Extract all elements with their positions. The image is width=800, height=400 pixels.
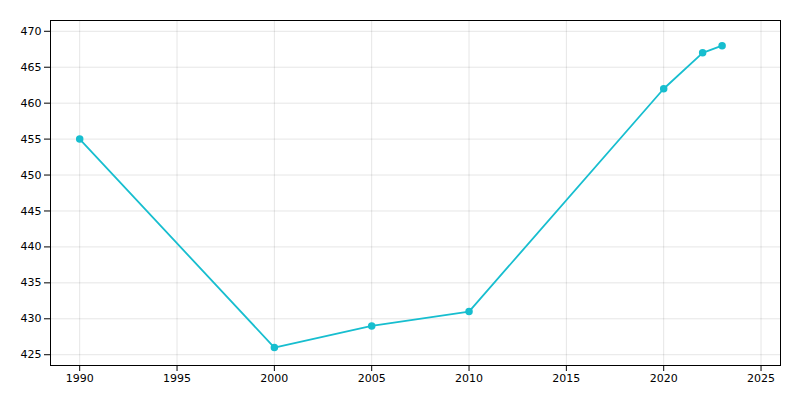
svg-text:425: 425 bbox=[21, 348, 42, 361]
svg-text:465: 465 bbox=[21, 61, 42, 74]
svg-text:1990: 1990 bbox=[66, 372, 94, 385]
svg-text:2015: 2015 bbox=[552, 372, 580, 385]
svg-text:2020: 2020 bbox=[650, 372, 678, 385]
svg-text:435: 435 bbox=[21, 276, 42, 289]
svg-text:445: 445 bbox=[21, 204, 42, 217]
svg-text:450: 450 bbox=[21, 169, 42, 182]
svg-text:2005: 2005 bbox=[358, 372, 386, 385]
svg-text:2025: 2025 bbox=[747, 372, 775, 385]
svg-text:430: 430 bbox=[21, 312, 42, 325]
svg-text:455: 455 bbox=[21, 133, 42, 146]
svg-text:460: 460 bbox=[21, 97, 42, 110]
svg-text:440: 440 bbox=[21, 240, 42, 253]
svg-text:2010: 2010 bbox=[455, 372, 483, 385]
svg-text:470: 470 bbox=[21, 25, 42, 38]
svg-text:2000: 2000 bbox=[260, 372, 288, 385]
svg-text:1995: 1995 bbox=[163, 372, 191, 385]
